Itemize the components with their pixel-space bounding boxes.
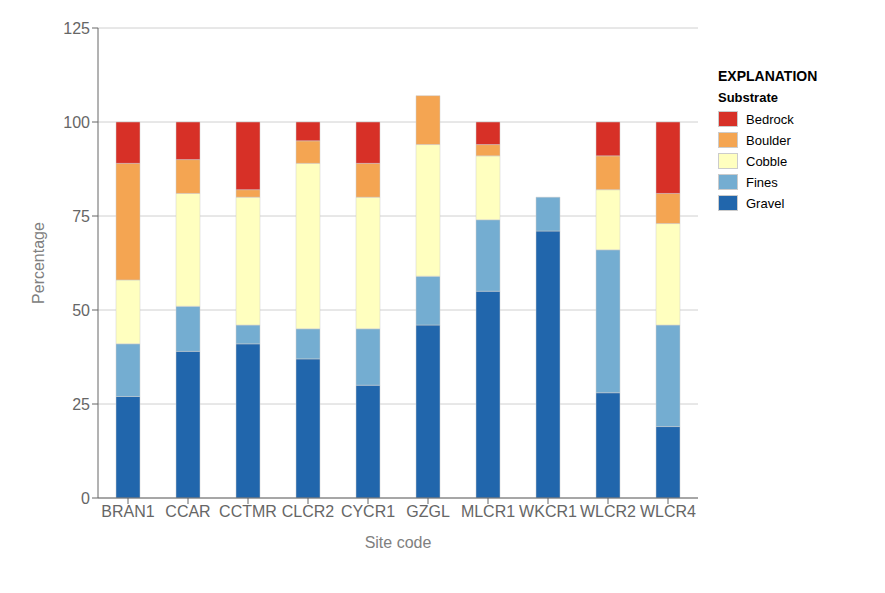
svg-text:CYCR1: CYCR1 bbox=[341, 503, 395, 520]
html-text:Boulder: Boulder bbox=[746, 132, 791, 148]
svg-text:CLCR2: CLCR2 bbox=[282, 503, 335, 520]
svg-text:WLCR4: WLCR4 bbox=[640, 503, 696, 520]
svg-text:50: 50 bbox=[72, 302, 90, 319]
svg-text:Site code: Site code bbox=[365, 534, 432, 551]
svg-text:CCAR: CCAR bbox=[165, 503, 210, 520]
svg-text:GZGL: GZGL bbox=[406, 503, 450, 520]
html-text:Cobble: Cobble bbox=[746, 153, 788, 169]
svg-text:BRAN1: BRAN1 bbox=[101, 503, 154, 520]
html-text:Substrate: Substrate bbox=[718, 90, 778, 105]
svg-text:CCTMR: CCTMR bbox=[219, 503, 277, 520]
svg-text:MLCR1: MLCR1 bbox=[461, 503, 515, 520]
html-text:Fines: Fines bbox=[746, 174, 778, 190]
svg-text:WLCR2: WLCR2 bbox=[580, 503, 636, 520]
svg-text:125: 125 bbox=[63, 20, 90, 37]
html-text:Gravel: Gravel bbox=[746, 195, 785, 211]
svg-text:0: 0 bbox=[81, 490, 90, 507]
svg-text:100: 100 bbox=[63, 114, 90, 131]
svg-text:75: 75 bbox=[72, 208, 90, 225]
svg-text:WKCR1: WKCR1 bbox=[519, 503, 577, 520]
svg-text:25: 25 bbox=[72, 396, 90, 413]
html-text:EXPLANATION: EXPLANATION bbox=[718, 68, 818, 84]
html-text:Bedrock: Bedrock bbox=[746, 111, 794, 127]
svg-text:Percentage: Percentage bbox=[30, 222, 47, 304]
